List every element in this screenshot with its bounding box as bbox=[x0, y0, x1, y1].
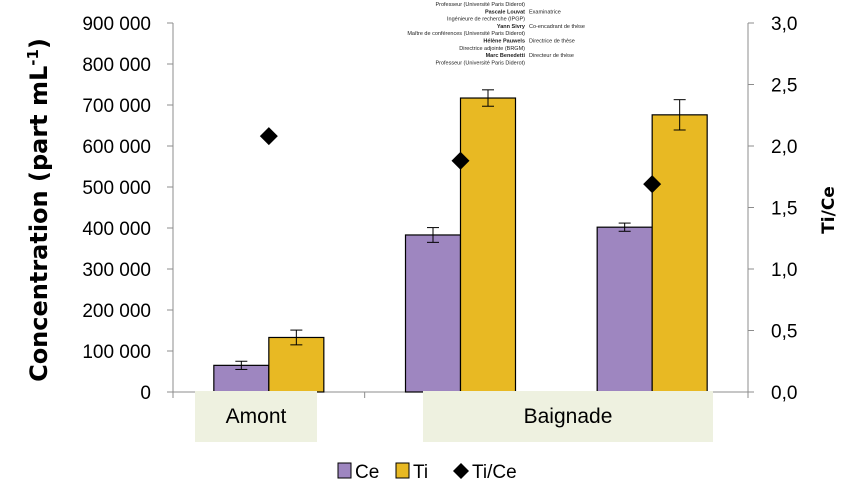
overlay-role: Co-encadrant de thèse bbox=[529, 24, 585, 30]
ratio-marker-3 bbox=[643, 175, 662, 194]
ratio-markers-group bbox=[259, 127, 662, 194]
ratio-marker-2 bbox=[451, 151, 470, 170]
bar-ce-3 bbox=[596, 226, 653, 393]
legend-label-ce: Ce bbox=[355, 462, 379, 483]
overlay-name: Yann Sivry bbox=[497, 24, 526, 30]
overlay-affiliation: Professeur (Université Paris Diderot) bbox=[435, 2, 525, 8]
bar-ti-3 bbox=[651, 114, 708, 393]
bar-ti-2 bbox=[459, 97, 517, 393]
left-tick-label: 200 000 bbox=[82, 301, 151, 322]
left-tick-label: 900 000 bbox=[82, 14, 151, 35]
ratio-marker-1 bbox=[259, 127, 278, 146]
overlay-name: Pascale Louvat bbox=[485, 9, 525, 15]
bar-ce-2 bbox=[404, 234, 462, 393]
legend-swatch-ti bbox=[395, 462, 410, 479]
legend-label-ti: Ti bbox=[413, 462, 428, 483]
category-label-amont: Amont bbox=[226, 405, 287, 428]
left-tick-label: 600 000 bbox=[82, 137, 151, 158]
left-tick-label: 300 000 bbox=[82, 260, 151, 281]
left-tick-label: 400 000 bbox=[82, 219, 151, 240]
overlay-role: Examinatrice bbox=[529, 9, 561, 15]
overlay-affiliation: Ingénieure de recherche (IPGP) bbox=[447, 17, 525, 23]
left-axis-title: Concentration (part mL-1) bbox=[24, 38, 53, 382]
legend-swatch-ratio bbox=[453, 463, 469, 479]
right-tick-label: 1,5 bbox=[771, 199, 797, 220]
left-tick-label: 800 000 bbox=[82, 55, 151, 76]
left-tick-label: 0 bbox=[140, 383, 151, 404]
overlay-text-block: Professeur (Université Paris Diderot)Pas… bbox=[407, 2, 585, 66]
right-tick-label: 1,0 bbox=[771, 260, 797, 281]
bars-group bbox=[213, 89, 708, 393]
bar-ti-1 bbox=[268, 336, 325, 393]
overlay-affiliation: Directrice adjointe (BRGM) bbox=[459, 46, 525, 52]
chart-axes: 0 100 000 200 000 300 000 400 000 500 000 600 … bbox=[24, 14, 839, 404]
left-tick-label: 100 000 bbox=[82, 342, 151, 363]
legend-swatch-ce bbox=[337, 462, 352, 479]
overlay-role: Directrice de thèse bbox=[529, 39, 575, 45]
right-tick-label: 2,5 bbox=[771, 76, 797, 97]
overlay-name: Marc Benedetti bbox=[486, 53, 526, 59]
right-tick-label: 0,0 bbox=[771, 383, 797, 404]
category-label-baignade: Baignade bbox=[524, 405, 613, 428]
category-labels: Amont Baignade bbox=[195, 391, 713, 442]
right-tick-label: 0,5 bbox=[771, 322, 797, 343]
legend: Ce Ti Ti/Ce bbox=[337, 462, 517, 483]
overlay-affiliation: Maître de conférences (Université Paris … bbox=[407, 31, 525, 37]
legend-label-ratio: Ti/Ce bbox=[472, 462, 517, 483]
right-tick-label: 3,0 bbox=[771, 14, 797, 35]
right-axis-title: Ti/Ce bbox=[819, 186, 839, 234]
left-tick-label: 700 000 bbox=[82, 96, 151, 117]
right-tick-label: 2,0 bbox=[771, 137, 797, 158]
overlay-role: Directeur de thèse bbox=[529, 53, 574, 59]
category-box-baignade bbox=[423, 391, 713, 442]
category-box-amont bbox=[195, 391, 317, 442]
overlay-name: Hélène Pauwels bbox=[483, 39, 525, 45]
overlay-affiliation: Professeur (Université Paris Diderot) bbox=[435, 60, 525, 66]
left-tick-label: 500 000 bbox=[82, 178, 151, 199]
